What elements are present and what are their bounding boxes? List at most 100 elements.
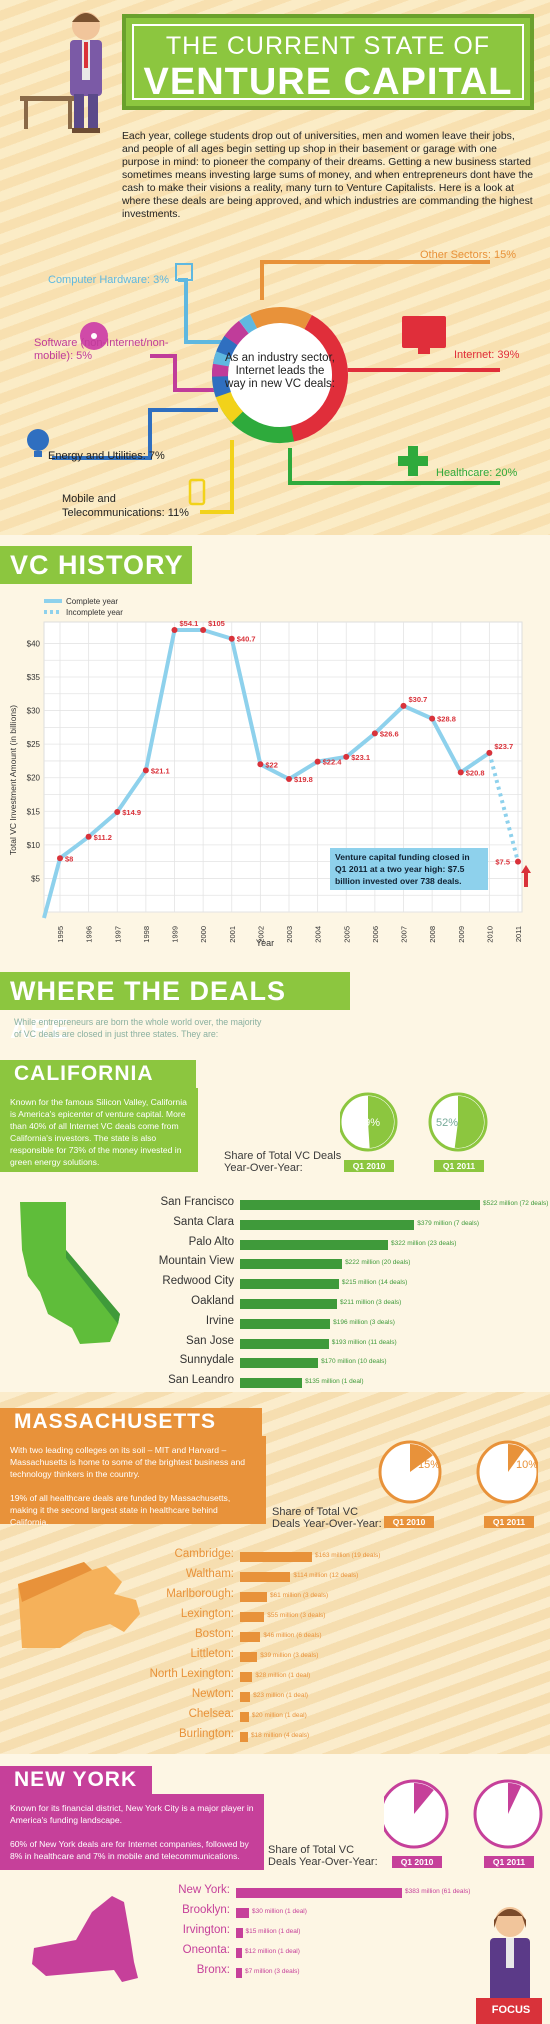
city-name: Marlborough: [166, 1588, 234, 1600]
city-name: Irvington: [182, 1924, 230, 1936]
city-name: Brooklyn: [182, 1904, 230, 1916]
city-name: Boston: [195, 1628, 234, 1640]
data-point [286, 776, 292, 783]
city-name: Irvine [205, 1314, 234, 1327]
data-label: $19.8 [294, 775, 313, 784]
city-value: $61 million (3 deals) [269, 1592, 329, 1599]
city-bar [240, 1632, 261, 1642]
x-tick-label: 2009 [457, 926, 466, 943]
new-york-heading: NEW YORK [0, 1766, 152, 1794]
sector-healthcare: Healthcare: 20% [436, 467, 518, 479]
new-york-share-label: Share of Total VC Deals Year-Over-Year: [268, 1844, 378, 1868]
x-tick-label: 2001 [228, 926, 237, 943]
data-point [400, 702, 407, 709]
data-label: $22 [265, 760, 278, 769]
data-label: $54.1 [180, 619, 199, 628]
new-york-share-pies [384, 1779, 543, 1849]
city-row: Mountain View $222 million (20 deals) [0, 1255, 550, 1275]
city-bar [240, 1592, 267, 1602]
city-value: $28 million (1 deal) [255, 1672, 311, 1679]
city-name: North Lexington: [149, 1668, 234, 1680]
new-york-map [32, 1896, 138, 1982]
data-label: $20.8 [466, 768, 485, 777]
deals-subtext: While entrepreneurs are born the whole w… [14, 1017, 262, 1039]
new-york-description: Known for its financial district, New Yo… [0, 1794, 264, 1870]
city-bar [240, 1358, 319, 1369]
city-row: Littleton: $39 million (3 deals) [0, 1648, 550, 1668]
city-row: Cambridge: $163 million (19 deals) [0, 1548, 550, 1568]
city-name: Bronx: [196, 1964, 230, 1976]
businessman-illustration [20, 12, 102, 133]
data-label: $26.6 [380, 729, 399, 738]
x-tick-label: 2007 [400, 926, 409, 943]
city-value: $163 million (19 deals) [315, 1552, 381, 1559]
x-tick-label: 2002 [256, 926, 265, 943]
city-row: San Leandro $135 million (1 deal) [0, 1374, 550, 1394]
city-bar [240, 1652, 258, 1662]
massachusetts-share-label: Share of Total VC Deals Year-Over-Year: [272, 1506, 382, 1530]
city-bar [240, 1259, 343, 1270]
legend-incomplete: Incomplete year [66, 608, 123, 617]
city-value: $46 million (6 deals) [263, 1632, 322, 1639]
data-label: $21.1 [151, 766, 170, 775]
city-name: Palo Alto [188, 1235, 234, 1248]
city-name: San Francisco [160, 1196, 234, 1208]
x-tick-label: 2008 [428, 926, 437, 943]
city-value: $15 million (1 deal) [245, 1928, 301, 1935]
city-row: Brooklyn: $30 million (1 deal) [0, 1904, 550, 1924]
city-bar [236, 1888, 402, 1898]
sector-diagram [27, 260, 500, 514]
california-map [20, 1202, 120, 1344]
city-value: $215 million (14 deals) [341, 1279, 408, 1287]
massachusetts-heading: MASSACHUSETTS [0, 1408, 262, 1436]
city-row: Santa Clara $379 million (7 deals) [0, 1216, 550, 1236]
data-label: $8 [65, 854, 73, 863]
city-name: Redwood City [162, 1275, 234, 1288]
city-bar [240, 1712, 249, 1722]
x-tick-label: 2006 [371, 926, 380, 943]
city-value: $18 million (4 deals) [250, 1732, 310, 1739]
massachusetts-desc-2: 19% of all healthcare deals are funded b… [10, 1493, 231, 1527]
deals-heading: WHERE THE DEALS ARE [0, 972, 350, 1044]
data-point [515, 858, 521, 865]
city-value: $222 million (20 deals) [345, 1259, 411, 1267]
city-bar [240, 1612, 265, 1622]
data-label: $28.8 [437, 715, 456, 724]
sector-internet: Internet: 39% [454, 349, 520, 361]
california-tag-2010: Q1 2010 [344, 1160, 394, 1172]
x-tick-label: 1998 [142, 926, 151, 943]
sector-center-text: As an industry sector, Internet leads th… [225, 352, 335, 390]
y-tick-label: $15 [27, 807, 41, 816]
city-value: $23 million (1 deal) [253, 1692, 309, 1699]
city-value: $322 million (23 deals) [391, 1239, 457, 1247]
california-description: Known for the famous Silicon Valley, Cal… [0, 1088, 198, 1172]
new-york-pie-2011 [508, 1783, 522, 1814]
vc-history-chart: $5 $10 $15 $20 $25 $30 $35 $40 1995 1996 1997 1998 1… [8, 597, 531, 948]
y-tick-label: $10 [27, 841, 41, 850]
city-bar [240, 1318, 331, 1329]
x-tick-label: 1996 [85, 926, 94, 943]
city-row: North Lexington: $28 million (1 deal) [0, 1668, 550, 1688]
title-banner: THE CURRENT STATE OF VENTURE CAPITAL [122, 14, 534, 110]
city-bar [240, 1299, 337, 1309]
city-row: Lexington: $55 million (3 deals) [0, 1608, 550, 1628]
vc-callout: Venture capital funding closed in Q1 201… [330, 848, 488, 890]
city-value: $383 million (61 deals) [405, 1888, 471, 1895]
data-point [371, 730, 378, 737]
title-line-1: THE CURRENT STATE OF [165, 32, 491, 60]
data-point [85, 833, 92, 840]
x-tick-label: 1999 [171, 926, 180, 943]
california-tag-2011: Q1 2011 [434, 1160, 484, 1172]
city-value: $39 million (3 deals) [260, 1652, 319, 1659]
x-tick-label: 2003 [285, 926, 294, 943]
data-point [200, 627, 207, 633]
city-name: Santa Clara [173, 1215, 234, 1228]
city-value: $193 million (11 deals) [331, 1338, 397, 1346]
massachusetts-map [18, 1562, 140, 1648]
massachusetts-desc-1: With two leading colleges on its soil – … [10, 1445, 246, 1479]
city-value: $30 million (1 deal) [252, 1908, 307, 1915]
incomplete-year-line [487, 752, 520, 863]
massachusetts-pie-2011 [508, 1444, 525, 1472]
city-row: Burlington: $18 million (4 deals) [0, 1728, 550, 1748]
title-line-2: VENTURE CAPITAL [143, 61, 513, 103]
